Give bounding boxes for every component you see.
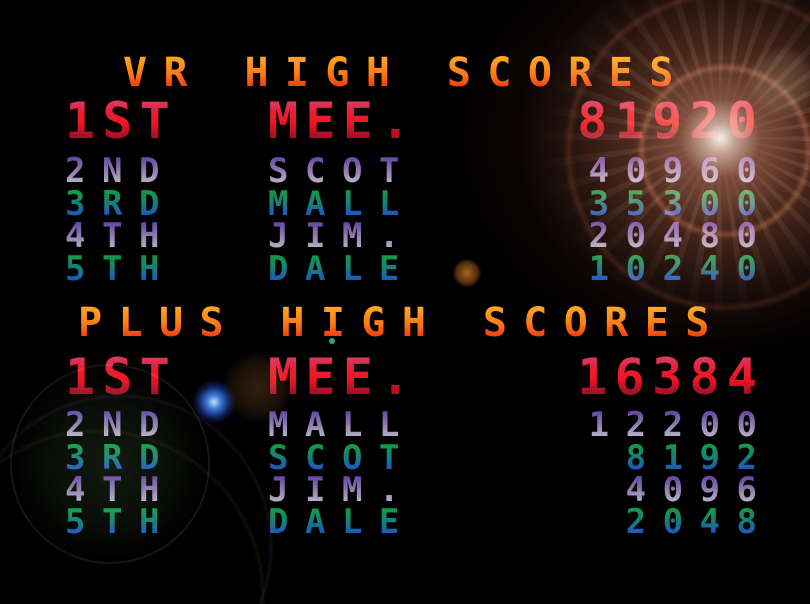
name-cell: MEE. [268,352,577,402]
score-cell: 16384 [577,348,765,406]
score-cell: 10240 [588,249,774,289]
rank-cell: 3RD [65,441,268,475]
name-cell: MALL [268,187,589,221]
name-cell: JIM. [268,473,626,507]
score-cell: 12200 [588,405,774,445]
plus-score-row-2: 2ND MALL 12200 [65,408,757,442]
name-cell: DALE [268,505,626,539]
rank-cell: 1ST [65,352,268,402]
plus-score-row-1: 1ST MEE. 16384 [65,352,757,402]
score-cell: 2048 [625,502,774,542]
rank-cell: 1ST [65,96,268,146]
rank-cell: 4TH [65,473,268,507]
rank-cell: 2ND [65,154,268,188]
vr-score-row-5: 5TH DALE 10240 [65,252,757,286]
name-cell: MEE. [268,96,577,146]
plus-high-scores-title: PLUS HIGH SCORES [78,300,726,346]
name-cell: JIM. [268,219,589,253]
score-cell: 8192 [625,438,774,478]
rank-cell: 5TH [65,505,268,539]
score-cell: 20480 [588,216,774,256]
rank-cell: 3RD [65,187,268,221]
name-cell: DALE [268,252,589,286]
name-cell: SCOT [268,441,626,475]
vr-high-scores-title: VR HIGH SCORES [123,50,690,96]
vr-score-row-4: 4TH JIM. 20480 [65,219,757,253]
vr-score-row-1: 1ST MEE. 81920 [65,96,757,146]
score-cell: 81920 [577,92,765,150]
plus-score-row-4: 4TH JIM. 4096 [65,473,757,507]
rank-cell: 4TH [65,219,268,253]
name-cell: MALL [268,408,589,442]
rank-cell: 5TH [65,252,268,286]
plus-score-row-3: 3RD SCOT 8192 [65,441,757,475]
score-cell: 40960 [588,151,774,191]
score-cell: 4096 [625,470,774,510]
rank-cell: 2ND [65,408,268,442]
vr-score-row-2: 2ND SCOT 40960 [65,154,757,188]
plus-score-row-5: 5TH DALE 2048 [65,505,757,539]
name-cell: SCOT [268,154,589,188]
